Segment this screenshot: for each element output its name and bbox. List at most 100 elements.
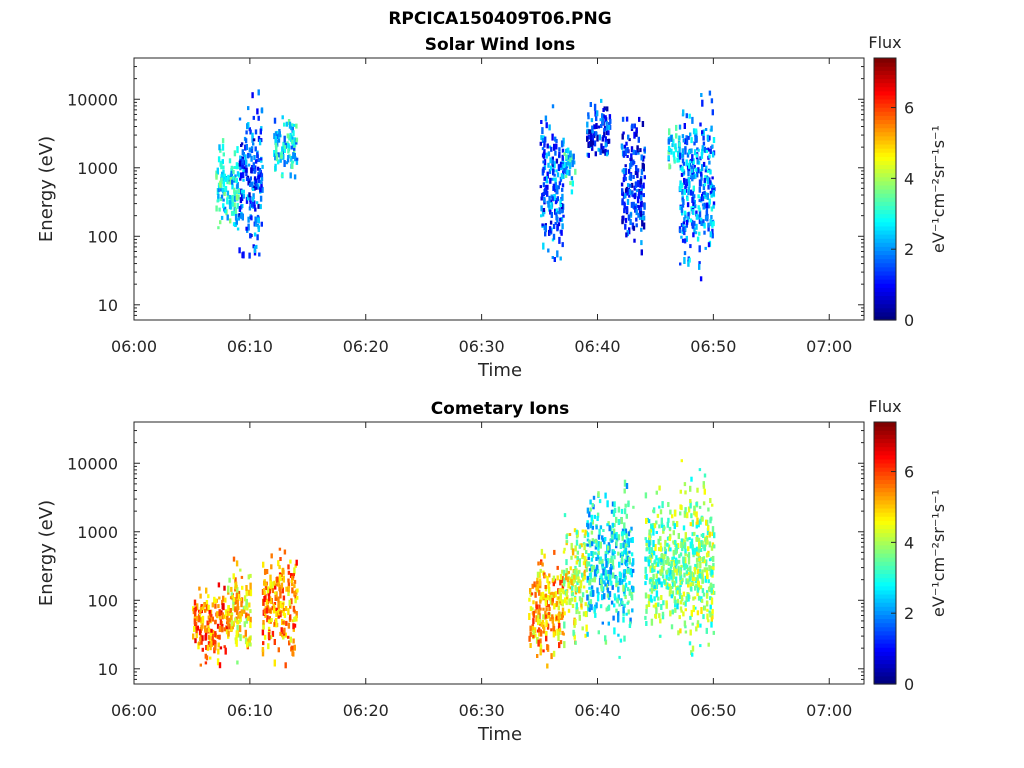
data-cell [595,557,598,561]
data-cell [236,182,239,188]
data-cell [654,559,657,564]
data-cell [245,167,248,173]
data-cell [563,152,566,156]
data-cell [702,484,706,489]
data-cell [257,226,260,232]
data-cell [653,585,656,590]
data-cell [674,599,677,605]
data-cell [697,194,700,199]
data-cell [640,190,643,196]
data-cell [606,125,609,130]
x-axis: 06:00 06:10 06:20 06:30 06:40 06:50 07:00 [111,58,852,356]
data-cell [640,240,643,246]
data-cell [630,146,634,153]
data-cell [695,168,699,173]
data-cell [257,158,261,163]
data-cell [245,612,248,619]
data-cell [250,215,253,221]
data-cell [586,507,590,514]
data-cell [695,546,699,552]
data-cell [707,184,710,190]
data-cell [538,578,542,583]
data-cell [224,613,228,620]
data-cell [681,545,684,552]
data-cell [293,174,297,180]
data-cell [240,609,243,617]
data-cell [290,580,293,583]
data-cell [671,582,675,588]
data-cell [193,626,196,632]
data-cell [260,181,263,188]
data-cell [573,578,577,583]
data-cell [588,511,591,518]
data-cell [222,203,225,209]
data-cell [289,636,292,643]
data-cell [546,576,549,584]
data-cell [561,569,564,574]
data-cell [291,575,294,580]
data-cell [594,538,597,543]
data-cell [593,606,596,613]
data-cell [606,500,609,508]
data-cell [705,567,708,573]
data-cell [219,619,223,626]
data-cell [703,548,706,552]
data-cell [693,149,697,156]
data-cell [693,220,696,226]
data-cell [681,188,684,195]
data-cell [536,584,540,592]
data-cell [536,571,540,578]
data-cell [587,561,591,567]
data-cell [679,206,682,211]
data-cell [249,573,252,578]
data-cell [559,595,562,602]
data-cell [283,135,286,143]
data-cell [675,521,679,527]
data-cell [257,135,261,142]
data-cell [691,197,694,203]
data-cell [581,572,584,578]
data-cell [689,499,692,503]
data-cell [246,607,249,611]
data-cell [648,529,651,536]
data-cell [268,609,271,614]
data-cell [667,562,671,566]
data-cell [290,155,293,162]
data-cell [707,147,710,152]
data-cell [593,124,596,130]
data-cell [231,595,234,598]
data-cell [686,216,690,223]
data-cell [613,533,617,540]
data-cell [602,529,605,532]
data-cell [238,160,242,167]
data-cell [254,216,257,224]
data-cell [588,568,592,572]
data-cell [698,179,702,187]
data-cell [236,607,239,615]
data-cell [671,577,674,583]
data-cell [629,621,632,626]
data-cell [590,541,594,547]
data-cell [563,641,566,649]
data-cell [537,627,541,633]
data-cell [296,588,299,593]
data-cell [590,557,594,562]
data-cell [246,178,250,181]
data-cell [539,648,542,656]
data-cell [249,616,252,623]
data-cell [649,528,653,533]
data-cell [615,576,618,583]
data-cell [543,165,547,171]
data-cell [551,614,554,620]
data-cell [602,108,605,112]
data-cell [253,176,257,181]
data-cell [706,528,710,535]
data-cell [553,603,556,610]
data-cell [235,630,238,638]
data-cell [562,569,566,576]
data-cell [288,599,291,606]
data-cell [596,134,599,142]
data-cell [229,218,232,224]
data-cell [217,185,221,189]
data-cell [545,176,548,183]
